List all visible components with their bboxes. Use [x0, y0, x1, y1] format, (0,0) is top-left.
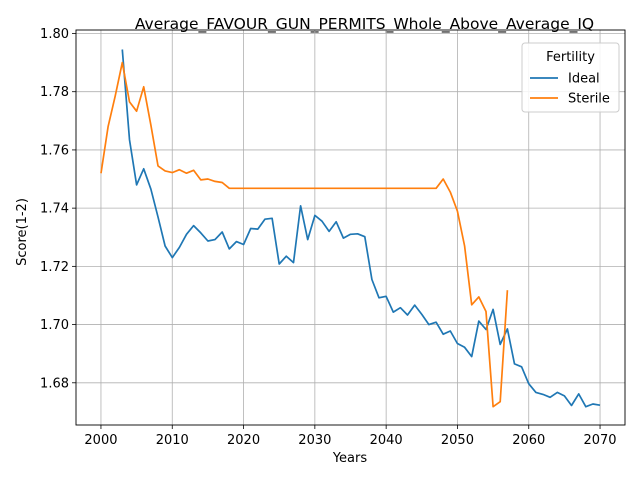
y-tick-label: 1.72: [40, 260, 69, 275]
x-tick-label: 2020: [227, 433, 260, 448]
y-tick-label: 1.76: [40, 143, 69, 158]
x-tick-label: 2060: [512, 433, 545, 448]
x-tick-label: 2070: [583, 433, 616, 448]
legend-box: [521, 42, 620, 113]
y-axis-title: Score(1-2): [15, 198, 30, 266]
y-tick-label: 1.70: [40, 318, 69, 333]
y-axis-ticks: 1.68 1.70 1.72 1.74 1.76 1.78 1.80: [40, 27, 76, 391]
series-line-ideal: [121, 49, 601, 408]
legend: Fertility Ideal Sterile: [521, 42, 620, 113]
legend-label-ideal: Ideal: [568, 72, 600, 87]
y-tick-label: 1.78: [40, 85, 69, 100]
x-tick-label: 2030: [298, 433, 331, 448]
x-axis-ticks: 2000 2010 2020 2030 2040 2050 2060 2070: [84, 425, 617, 448]
x-tick-label: 2010: [156, 433, 189, 448]
y-tick-label: 1.80: [40, 27, 69, 42]
series-lines: [100, 49, 601, 408]
x-tick-label: 2000: [84, 433, 117, 448]
x-axis-title: Years: [332, 451, 368, 466]
plot-frame: [75, 29, 626, 426]
y-tick-label: 1.68: [40, 376, 69, 391]
chart-title: Average_FAVOUR_GUN_PERMITS_Whole_Above_A…: [135, 15, 594, 34]
legend-label-sterile: Sterile: [568, 92, 610, 107]
x-tick-label: 2050: [441, 433, 474, 448]
series-line-sterile: [100, 61, 509, 408]
x-tick-label: 2040: [370, 433, 403, 448]
y-tick-label: 1.74: [40, 202, 69, 217]
legend-title: Fertility: [546, 50, 595, 65]
